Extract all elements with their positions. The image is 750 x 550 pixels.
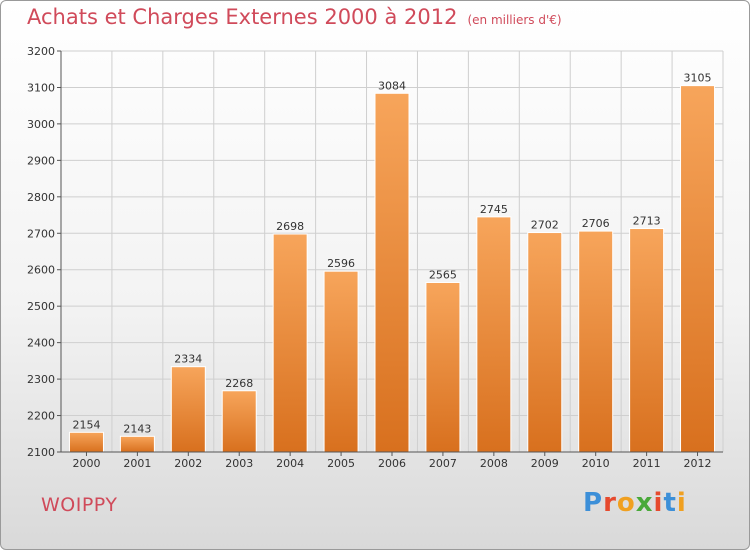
chart-title-text: Achats et Charges Externes 2000 à 2012 [27, 5, 458, 29]
bar-2003 [221, 390, 257, 453]
axes [57, 50, 723, 456]
y-tick-label: 2900 [27, 154, 55, 167]
data-label: 2698 [276, 220, 304, 233]
data-label: 2596 [327, 257, 355, 270]
x-tick-label: 2007 [429, 457, 457, 470]
x-tick-label: 2009 [531, 457, 559, 470]
x-tick-label: 2000 [72, 457, 100, 470]
x-tick-label: 2010 [582, 457, 610, 470]
x-tick-label: 2004 [276, 457, 304, 470]
y-tick-label: 2800 [27, 191, 55, 204]
data-label: 3084 [378, 79, 406, 92]
y-tick-label: 2500 [27, 300, 55, 313]
bar-2009 [527, 232, 563, 453]
chart-unit: (en milliers d'€) [467, 13, 562, 27]
y-tick-label: 2700 [27, 227, 55, 240]
x-tick-label: 2006 [378, 457, 406, 470]
logo-letter: t [663, 488, 677, 518]
x-tick-label: 2003 [225, 457, 253, 470]
bars [68, 85, 716, 453]
bar-2011 [629, 228, 665, 453]
logo-letter: i [676, 488, 687, 518]
logo-letter: r [603, 488, 617, 518]
bar-2006 [374, 92, 410, 453]
proxiti-logo: Proxiti [583, 488, 687, 518]
bar-2005 [323, 270, 359, 453]
x-tick-label: 2002 [174, 457, 202, 470]
logo-letter: o [616, 488, 636, 518]
logo-letter: x [635, 488, 654, 518]
y-tick-label: 3200 [27, 45, 55, 58]
bar-2010 [578, 230, 614, 453]
bar-2012 [680, 85, 716, 453]
labels: 2100 2200 2300 2400 2500 2600 2700 2800 2900 3000… [27, 45, 712, 470]
y-tick-label: 2400 [27, 337, 55, 350]
bar-2000 [68, 431, 104, 453]
data-label: 2268 [225, 377, 253, 390]
data-label: 2334 [174, 353, 202, 366]
bar-2004 [272, 233, 308, 453]
data-label: 2706 [582, 217, 610, 230]
data-label: 3105 [684, 72, 712, 85]
bar-2001 [119, 435, 155, 453]
logo-letter: P [583, 488, 604, 518]
data-label: 2745 [480, 203, 508, 216]
x-tick-label: 2008 [480, 457, 508, 470]
logo-letter: i [653, 488, 664, 518]
bar-2007 [425, 281, 461, 453]
y-tick-label: 2100 [27, 446, 55, 459]
bar-2002 [170, 366, 206, 453]
x-tick-label: 2012 [684, 457, 712, 470]
x-tick-label: 2005 [327, 457, 355, 470]
data-label: 2143 [123, 422, 151, 435]
y-tick-label: 2300 [27, 373, 55, 386]
y-tick-label: 3100 [27, 81, 55, 94]
y-tick-label: 2200 [27, 410, 55, 423]
data-label: 2565 [429, 268, 457, 281]
data-label: 2713 [633, 215, 661, 228]
y-tick-label: 2600 [27, 264, 55, 277]
bar-2008 [476, 216, 512, 453]
data-label: 2154 [72, 418, 100, 431]
x-tick-label: 2001 [123, 457, 151, 470]
y-tick-label: 3000 [27, 118, 55, 131]
data-label: 2702 [531, 219, 559, 232]
commune-name: WOIPPY [41, 494, 118, 516]
x-tick-label: 2011 [633, 457, 661, 470]
chart-title: Achats et Charges Externes 2000 à 2012 (e… [27, 5, 562, 29]
